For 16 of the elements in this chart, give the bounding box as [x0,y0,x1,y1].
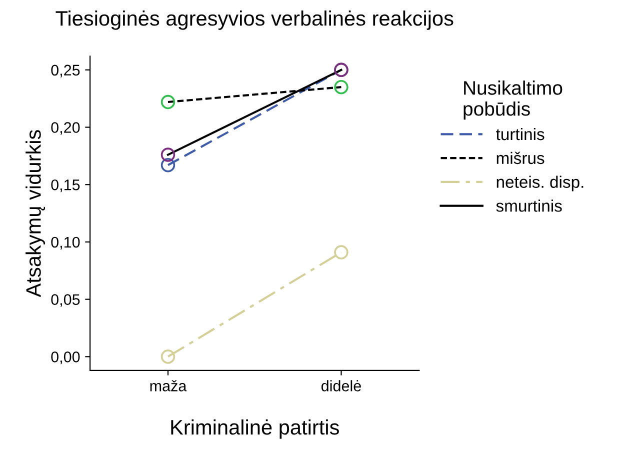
legend-label: turtinis [496,128,544,140]
y-tick-label: 0,15 [51,179,80,192]
x-tick-label: didelė [321,380,361,392]
legend-label: mišrus [496,152,544,164]
y-axis-title: Atsakymų vidurkis [26,130,46,298]
legend-title: Nusikaltimo pobūdis [464,80,562,120]
y-tick-label: 0,20 [51,122,80,135]
x-axis-title: Kriminalinė patirtis [171,419,339,439]
legend-label: smurtinis [496,200,562,212]
y-tick-label: 0,10 [51,236,80,250]
x-tick-label: maža [150,380,187,392]
chart-title: Tiesioginės agresyvios verbalinės reakcijos [56,10,454,30]
y-tick-label: 0,25 [51,64,80,78]
y-tick-label: 0,00 [51,352,80,364]
y-tick-label: 0,05 [51,294,80,307]
legend-label: neteis. disp. [496,176,584,192]
